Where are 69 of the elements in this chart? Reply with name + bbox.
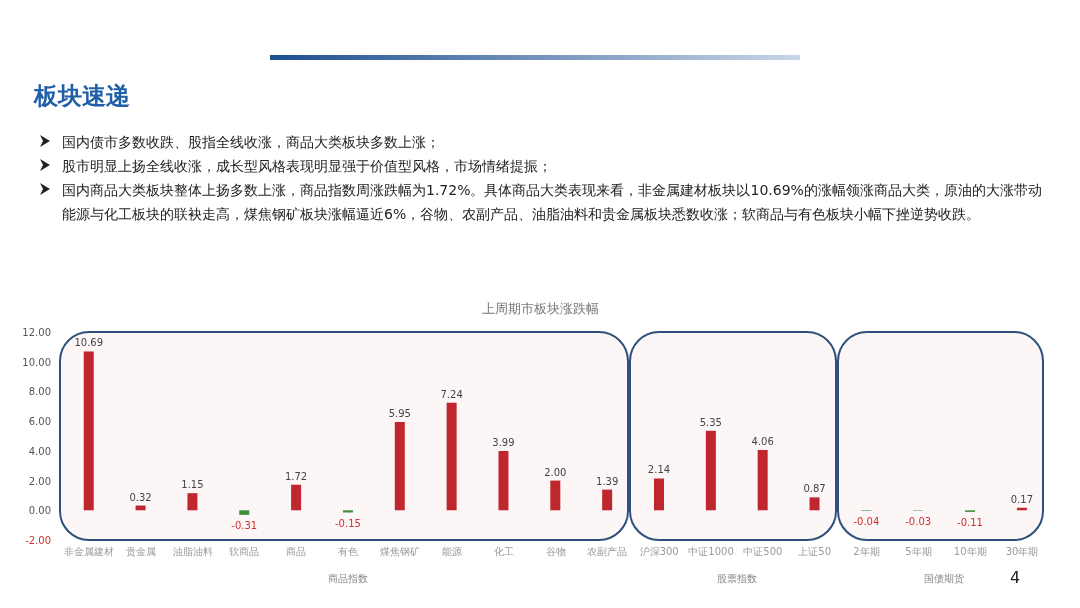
- text: 国债期货: [924, 573, 965, 584]
- bar: [83, 351, 94, 511]
- x-tick-label: 软商品: [229, 546, 260, 558]
- x-tick-label: 5年期: [905, 546, 932, 558]
- bar: [239, 510, 250, 515]
- y-tick-label: 0.00: [28, 505, 51, 517]
- bar: [446, 402, 457, 511]
- y-tick-label: 10.00: [22, 356, 51, 368]
- data-label: -0.31: [231, 519, 258, 531]
- y-tick-label: 12.00: [22, 327, 51, 338]
- bar: [550, 480, 561, 511]
- x-tick-label: 中证500: [743, 546, 783, 558]
- x-tick-label: 30年期: [1005, 546, 1039, 558]
- data-label: 1.39: [596, 475, 619, 487]
- data-label: -0.04: [853, 515, 880, 527]
- bar: [757, 449, 768, 511]
- data-label: 10.69: [74, 337, 104, 349]
- x-tick-label: 煤焦钢矿: [379, 546, 420, 558]
- x-tick-label: 能源: [441, 546, 462, 558]
- text: 商品指数: [327, 572, 370, 586]
- y-tick-label: 4.00: [28, 445, 51, 457]
- x-tick-label: 农副产品: [587, 546, 628, 558]
- data-label: 4.06: [751, 435, 774, 447]
- x-tick-label: 10年期: [953, 546, 987, 558]
- y-tick-label: -2.00: [25, 535, 51, 546]
- data-label: 0.87: [803, 483, 826, 495]
- x-tick-label: 沪深300: [639, 546, 679, 558]
- text: 国内商品大类板块整体上扬多数上涨，商品指数周涨跌幅为1.72%。具体商品大类表现来看，非金属建材板块以10.69%的涨幅领涨商品大类，原油的大涨带动能源与化工板块的联袂走高，煤焦钢矿板块涨幅逼近6%，谷物、农副产品、油脂油料和贵金属板块悉数收涨；软商品与有色板块小幅下挫逆势收跌。: [62, 182, 1042, 222]
- data-label: 7.24: [440, 388, 463, 400]
- text: 股市明显上扬全线收涨，成长型风格表现明显强于价值型风格，市场情绪提振；: [62, 158, 552, 174]
- data-label: 0.17: [1010, 493, 1034, 505]
- data-label: 0.32: [129, 491, 152, 503]
- bar: [394, 421, 405, 511]
- data-label: -0.03: [905, 515, 932, 527]
- x-tick-label: 上证50: [798, 546, 832, 558]
- data-label: 2.14: [647, 464, 671, 476]
- bar: [498, 451, 509, 511]
- x-tick-label: 中证1000: [688, 546, 734, 558]
- x-tick-label: 2年期: [853, 546, 880, 558]
- bar: [705, 430, 716, 511]
- data-label: 2.00: [544, 466, 567, 478]
- chart-title: 上周期市板块涨跌幅: [480, 300, 600, 318]
- bar: [654, 478, 664, 511]
- text: 国内债市多数收跌、股指全线收涨，商品大类板块多数上涨；: [62, 134, 440, 150]
- data-label: 1.15: [181, 479, 204, 491]
- data-label: 5.95: [388, 407, 411, 419]
- data-label: -0.15: [335, 517, 361, 529]
- chart-subtitle: 板块速递: [34, 81, 130, 112]
- x-tick-label: 有色: [338, 546, 359, 558]
- data-label: 3.99: [492, 437, 515, 449]
- x-tick-label: 商品: [286, 546, 307, 558]
- x-tick-label: 谷物: [545, 546, 566, 558]
- x-tick-label: 非金属建材: [63, 546, 114, 558]
- x-tick-label: 贵金属: [125, 546, 156, 558]
- data-label: 5.35: [699, 416, 722, 428]
- data-label: 1.72: [284, 470, 308, 482]
- bar: [342, 510, 353, 513]
- bar: [187, 493, 198, 511]
- y-tick-label: 2.00: [28, 475, 51, 487]
- text: 4: [1010, 568, 1021, 587]
- bar: [809, 497, 820, 511]
- y-tick-label: 8.00: [28, 386, 51, 398]
- text: 股票指数: [715, 572, 758, 586]
- y-tick-label: 6.00: [28, 416, 51, 428]
- data-label: -0.11: [957, 516, 983, 528]
- bar: [291, 484, 302, 511]
- x-tick-label: 油脂油料: [172, 546, 213, 558]
- x-tick-label: 化工: [493, 546, 514, 558]
- bar: [602, 489, 613, 511]
